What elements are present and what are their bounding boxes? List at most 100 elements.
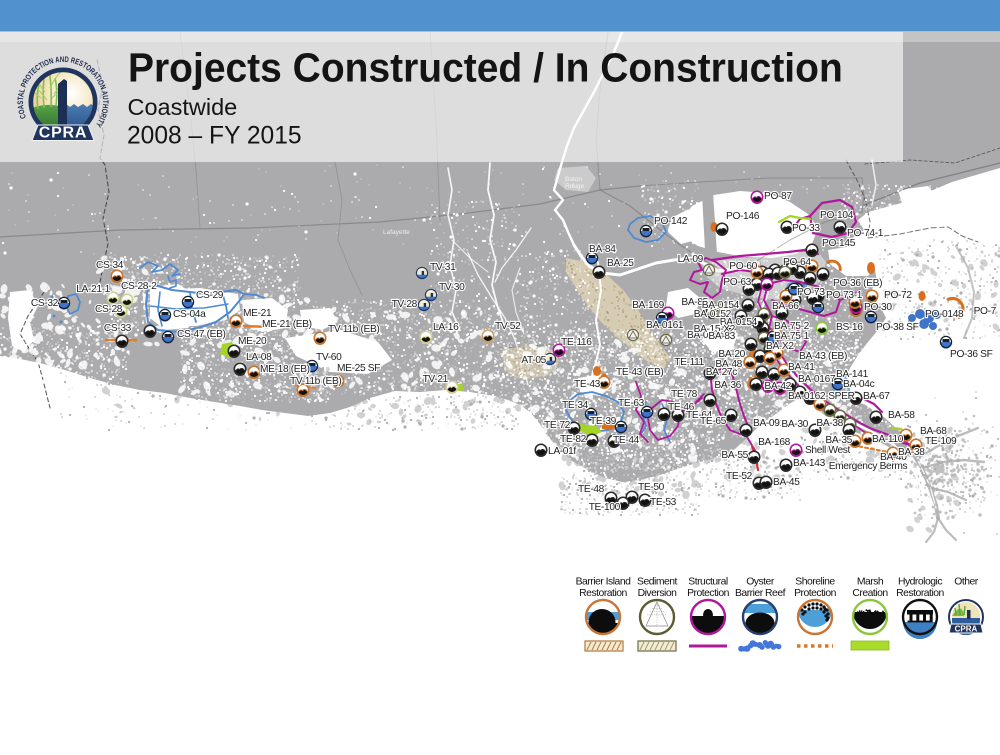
svg-text:TE-65: TE-65 [700,416,727,427]
svg-text:LA-01f: LA-01f [548,446,576,457]
svg-text:TV-60: TV-60 [316,352,342,363]
svg-text:TE-52: TE-52 [726,471,753,482]
svg-text:TV-52: TV-52 [495,321,521,332]
svg-text:TE-48: TE-48 [578,484,605,495]
svg-text:TE-109: TE-109 [925,436,957,447]
svg-text:BA-0152: BA-0152 [694,309,732,320]
svg-text:CS-47 (EB): CS-47 (EB) [177,329,226,340]
svg-text:TE-72: TE-72 [544,420,571,431]
svg-text:PO-30: PO-30 [864,302,892,313]
svg-text:PO-146: PO-146 [726,211,760,222]
svg-text:BA-36: BA-36 [714,380,741,391]
svg-text:BA-84: BA-84 [589,244,616,255]
svg-text:BA-38: BA-38 [898,447,925,458]
svg-text:BA-66: BA-66 [772,301,799,312]
svg-text:TV-11b (EB): TV-11b (EB) [290,376,341,387]
svg-text:TE-39: TE-39 [590,416,617,427]
svg-text:TE-50: TE-50 [638,482,665,493]
svg-text:PO-36 (EB): PO-36 (EB) [833,278,882,289]
svg-text:TE-63: TE-63 [618,398,645,409]
svg-text:BA-85: BA-85 [681,297,708,308]
svg-text:TE-116: TE-116 [561,337,592,348]
svg-text:CPRA: CPRA [955,625,978,634]
svg-text:BA-15-X2: BA-15-X2 [694,324,736,335]
svg-text:BA-41: BA-41 [788,362,815,373]
svg-text:PO-7: PO-7 [974,306,997,317]
svg-text:TV-21: TV-21 [423,374,449,385]
svg-text:TE-78: TE-78 [671,389,698,400]
svg-text:BA-35: BA-35 [825,435,852,446]
svg-text:ME-20: ME-20 [238,336,267,347]
svg-text:Projects Constructed / In Cons: Projects Constructed / In Construction [128,46,843,91]
svg-text:PO-64: PO-64 [783,257,811,268]
svg-text:BS-16: BS-16 [836,322,863,333]
svg-text:2008 – FY 2015: 2008 – FY 2015 [127,123,302,150]
svg-text:Diversion: Diversion [638,588,678,599]
svg-text:BA-68: BA-68 [920,426,947,437]
svg-text:Barrier Island: Barrier Island [576,577,632,588]
svg-text:TV-30: TV-30 [439,282,465,293]
svg-text:CS-29: CS-29 [196,290,224,301]
svg-text:LA-09: LA-09 [678,254,704,265]
svg-text:Marsh: Marsh [857,577,884,588]
svg-text:CS-28-2: CS-28-2 [121,281,157,292]
svg-text:CPRA: CPRA [39,125,88,142]
svg-text:BA-75-1: BA-75-1 [774,331,810,342]
svg-text:BA-58: BA-58 [888,410,915,421]
svg-text:TE-82: TE-82 [560,434,587,445]
svg-text:TV-31: TV-31 [430,262,456,273]
svg-text:BA-75-2: BA-75-2 [774,321,810,332]
svg-text:Restoration: Restoration [579,588,627,599]
svg-text:Structural: Structural [688,577,728,588]
svg-text:BA-0161: BA-0161 [646,320,684,331]
svg-text:BA-X2: BA-X2 [766,341,794,352]
svg-text:BA-30: BA-30 [781,419,808,430]
svg-text:CS-34: CS-34 [96,260,124,271]
svg-text:PO-33: PO-33 [792,223,820,234]
svg-text:BA-04c: BA-04c [843,379,875,390]
svg-text:BA-0154: BA-0154 [720,317,758,328]
svg-text:PO-74-1: PO-74-1 [847,228,884,239]
svg-text:TE-43 (EB): TE-43 (EB) [616,367,663,378]
svg-text:BA-40: BA-40 [880,452,907,463]
svg-text:PO-145: PO-145 [822,238,856,249]
svg-text:BA-43 (EB): BA-43 (EB) [799,351,847,362]
svg-text:BA-169: BA-169 [632,300,665,311]
svg-text:BA-143: BA-143 [793,458,826,469]
svg-text:BA-110: BA-110 [872,434,904,445]
svg-text:CS-32: CS-32 [31,298,59,309]
svg-text:TE-34: TE-34 [562,400,589,411]
svg-text:BA-55: BA-55 [721,450,748,461]
svg-text:TE-46: TE-46 [668,402,695,413]
svg-text:BA-48: BA-48 [715,359,742,370]
svg-text:PO-87: PO-87 [764,191,792,202]
svg-text:PO-38 SF: PO-38 SF [876,322,919,333]
svg-text:TV-11b (EB): TV-11b (EB) [328,324,379,335]
svg-text:LA-21-1: LA-21-1 [76,284,110,295]
svg-text:ME-21: ME-21 [243,308,272,319]
svg-text:Hydrologic: Hydrologic [898,577,942,588]
svg-text:PO-73-1: PO-73-1 [826,290,863,301]
svg-text:PO-72: PO-72 [884,290,912,301]
svg-text:PO-142: PO-142 [654,216,688,227]
svg-text:Restoration: Restoration [896,588,944,599]
svg-text:Other: Other [954,577,979,588]
svg-text:Shoreline: Shoreline [795,577,835,588]
svg-text:BA-168: BA-168 [758,437,791,448]
svg-text:CS-28: CS-28 [95,304,123,315]
svg-text:TE-44: TE-44 [613,435,640,446]
svg-text:BA-27c: BA-27c [706,367,738,378]
svg-text:Creation: Creation [852,588,888,599]
svg-text:BA-20: BA-20 [718,349,745,360]
svg-text:PO-63: PO-63 [723,277,751,288]
svg-text:TE-53: TE-53 [650,497,677,508]
svg-text:BA-0154: BA-0154 [687,330,725,341]
svg-text:BA-83: BA-83 [708,331,735,342]
svg-text:ME-21 (EB): ME-21 (EB) [262,319,312,330]
svg-text:BA-42: BA-42 [764,381,791,392]
svg-text:CS-33: CS-33 [104,323,132,334]
svg-text:BA-091: BA-091 [753,418,786,429]
svg-text:TE-43: TE-43 [574,379,601,390]
svg-text:PO-104: PO-104 [820,210,854,221]
svg-text:BA-0167: BA-0167 [798,374,836,385]
